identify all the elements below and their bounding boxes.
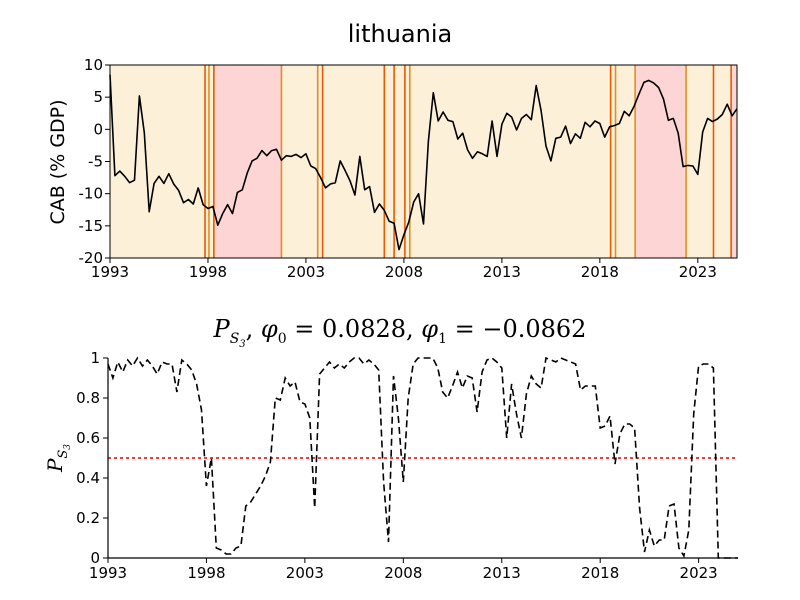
y-tick-label: 0.8	[76, 389, 100, 407]
y-tick-label: -10	[79, 185, 104, 203]
x-axis: 1993 1998 2003 2008 2013 2018 2023	[91, 258, 717, 281]
x-tick-label: 1993	[91, 263, 129, 281]
y-tick-label: 0	[90, 549, 100, 567]
event-lines	[204, 65, 732, 258]
y-tick-label: 10	[84, 56, 103, 74]
regime-shading	[110, 65, 737, 258]
regime-band	[110, 65, 214, 258]
regime-band	[213, 65, 282, 258]
x-tick-label: 2018	[581, 263, 619, 281]
y-axis-label: CAB (% GDP)	[47, 99, 69, 224]
y-tick-label: -15	[79, 217, 104, 235]
y-axis: 0 0.2 0.4 0.6 0.8 1	[76, 349, 108, 567]
x-tick-label: 2023	[679, 263, 717, 281]
x-tick-label: 2023	[680, 564, 718, 582]
bottom-axes	[107, 358, 738, 559]
x-tick-label: 2003	[287, 263, 325, 281]
regime-band	[635, 65, 687, 258]
y-tick-label: 0.6	[76, 429, 100, 447]
x-tick-label: 2008	[384, 564, 422, 582]
y-tick-label: 5	[93, 88, 103, 106]
x-tick-label: 2013	[483, 263, 521, 281]
regime-band	[281, 65, 636, 258]
y-tick-label: 0.4	[76, 469, 100, 487]
x-tick-label: 2008	[385, 263, 423, 281]
y-tick-label: -20	[79, 249, 104, 267]
chart-title-probability: PS3, φ0 = 0.0828, φ1 = −0.0862	[213, 315, 587, 350]
y-tick-label: 0.2	[76, 509, 100, 527]
y-tick-label: 0	[93, 120, 103, 138]
cab-series	[109, 74, 738, 251]
x-tick-label: 2003	[286, 564, 324, 582]
x-tick-label: 2018	[581, 564, 619, 582]
x-tick-label: 1998	[187, 564, 225, 582]
chart-title: lithuania	[348, 20, 452, 48]
x-tick-label: 1998	[189, 263, 227, 281]
y-axis: -20 -15 -10 -5 0 5 10	[79, 56, 110, 267]
x-tick-label: 2013	[483, 564, 521, 582]
regime-band	[686, 65, 732, 258]
regime-band	[731, 65, 737, 258]
x-axis: 1993 1998 2003 2008 2013 2018 2023	[89, 558, 718, 582]
y-tick-label: 1	[90, 349, 100, 367]
x-tick-label: 1993	[89, 564, 127, 582]
y-axis-label-probability: PS3	[43, 444, 73, 473]
y-tick-label: -5	[88, 153, 103, 171]
